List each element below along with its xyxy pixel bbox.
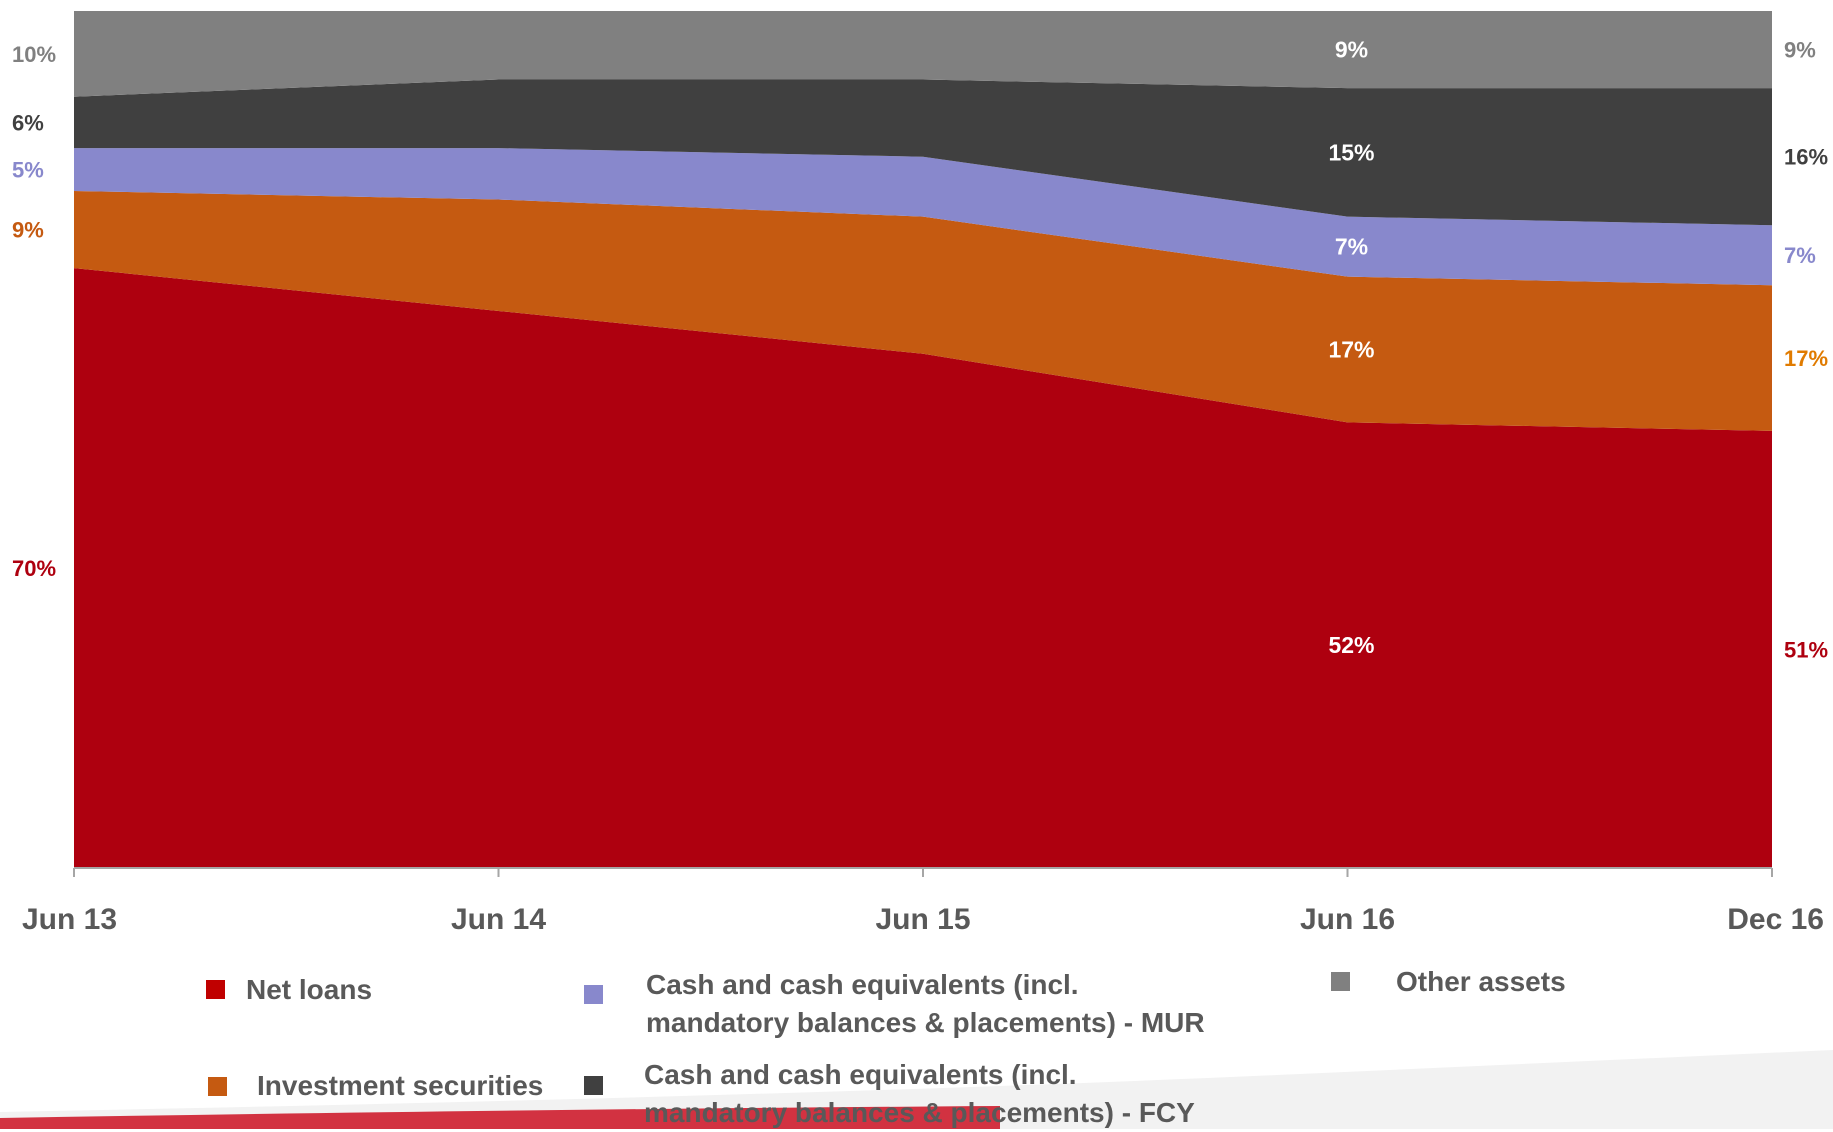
- data-label: 52%: [1328, 632, 1374, 658]
- data-label: 9%: [1784, 38, 1816, 63]
- legend-label-investment-securities: Investment securities: [257, 1067, 543, 1105]
- data-label: 6%: [12, 110, 44, 135]
- legend-label-cash-mur: Cash and cash equivalents (incl. mandato…: [646, 966, 1205, 1042]
- x-axis: [74, 868, 1772, 877]
- legend-swatch-cash-mur: [584, 985, 603, 1004]
- legend-item-cash-mur: Cash and cash equivalents (incl. mandato…: [584, 966, 1205, 1042]
- data-label: 5%: [12, 158, 44, 183]
- x-tick-label: Jun 13: [22, 903, 117, 936]
- legend-swatch-net-loans: [206, 980, 225, 999]
- x-tick-label: Jun 14: [451, 903, 546, 936]
- legend-label-cash-fcy: Cash and cash equivalents (incl. mandato…: [644, 1056, 1195, 1132]
- legend-swatch-other-assets: [1331, 972, 1350, 991]
- data-label: 9%: [1335, 37, 1368, 63]
- data-label: 7%: [1784, 243, 1816, 268]
- data-label: 17%: [1328, 337, 1374, 363]
- legend-swatch-cash-fcy: [584, 1076, 603, 1095]
- x-tick-label: Jun 16: [1300, 903, 1395, 936]
- legend-item-net-loans: Net loans: [206, 971, 372, 1009]
- data-label: 16%: [1784, 145, 1828, 170]
- x-tick-labels: Jun 13 Jun 14 Jun 15 Jun 16 Dec 16: [22, 903, 1824, 936]
- data-label: 70%: [12, 556, 56, 581]
- x-tick-label: Dec 16: [1727, 903, 1824, 936]
- legend-item-cash-fcy: Cash and cash equivalents (incl. mandato…: [584, 1056, 1195, 1132]
- data-label: 51%: [1784, 637, 1828, 662]
- data-label: 7%: [1335, 234, 1368, 260]
- data-label: 17%: [1784, 346, 1828, 371]
- area-series-group: [74, 11, 1772, 868]
- data-label: 10%: [12, 42, 56, 67]
- legend-label-other-assets: Other assets: [1396, 963, 1566, 1001]
- legend-label-net-loans: Net loans: [246, 971, 372, 1009]
- legend-item-investment-securities: Investment securities: [208, 1067, 543, 1105]
- legend-swatch-investment-securities: [208, 1077, 227, 1096]
- data-label: 15%: [1328, 139, 1374, 165]
- legend-item-other-assets: Other assets: [1331, 963, 1566, 1001]
- x-tick-label: Jun 15: [875, 903, 970, 936]
- data-label: 9%: [12, 218, 44, 243]
